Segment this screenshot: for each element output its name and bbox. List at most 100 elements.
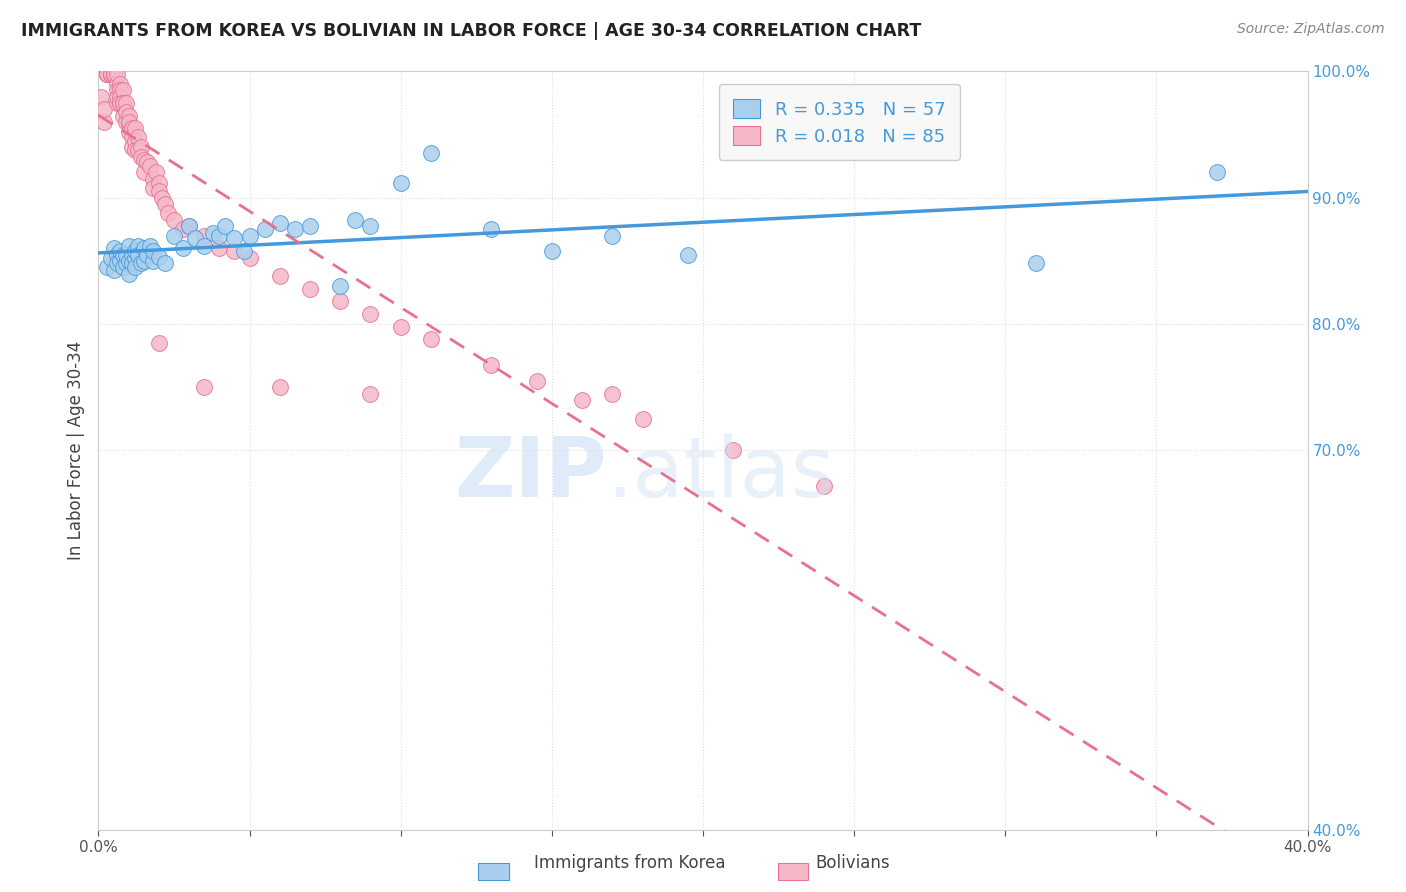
Point [129,256,152,270]
Point [193,239,215,253]
Point [329,279,352,293]
Point [214,219,236,233]
Text: Bolivians: Bolivians [815,855,890,872]
Point [111,95,134,110]
Point [208,228,231,243]
Point [127,130,149,145]
Point [202,226,225,240]
Point [96,67,118,81]
Point [105,83,128,97]
Point [118,118,141,132]
Point [111,260,134,275]
Point [163,228,186,243]
Point [105,256,128,270]
Point [90,89,112,103]
Point [193,380,215,394]
Point [121,121,143,136]
Point [103,67,125,81]
Point [108,77,131,91]
Point [114,256,136,270]
Point [239,252,262,266]
Point [93,115,115,129]
Text: Source: ZipAtlas.com: Source: ZipAtlas.com [1237,22,1385,37]
Text: Immigrants from Korea: Immigrants from Korea [534,855,725,872]
Point [108,95,131,110]
Point [360,219,382,233]
Point [100,67,122,81]
Point [420,332,443,346]
Point [96,67,118,81]
Point [631,412,654,426]
Point [1024,256,1046,270]
Text: ZIP: ZIP [454,433,606,514]
Point [142,244,165,258]
Point [208,241,231,255]
Point [108,244,131,258]
Y-axis label: In Labor Force | Age 30-34: In Labor Force | Age 30-34 [66,341,84,560]
Point [103,67,125,81]
Point [105,89,128,103]
Point [389,176,412,190]
Point [329,294,352,309]
Point [108,83,131,97]
Point [121,256,143,270]
Point [103,67,125,81]
Point [118,125,141,139]
Point [540,244,562,258]
Point [105,95,128,110]
Point [108,89,131,103]
Text: IMMIGRANTS FROM KOREA VS BOLIVIAN IN LABOR FORCE | AGE 30-34 CORRELATION CHART: IMMIGRANTS FROM KOREA VS BOLIVIAN IN LAB… [21,22,921,40]
Point [239,228,262,243]
Point [142,180,165,194]
Point [269,380,291,394]
Point [111,83,134,97]
Point [269,216,291,230]
Point [135,155,157,169]
Point [118,254,141,268]
Point [127,239,149,253]
Point [100,67,122,81]
Point [602,228,624,243]
Point [114,115,136,129]
Point [148,185,170,199]
Point [100,67,122,81]
Point [526,374,548,388]
Point [111,109,134,123]
Point [108,95,131,110]
Point [172,241,194,255]
Point [118,267,141,281]
Point [96,67,118,81]
Point [132,165,155,179]
Point [127,247,149,261]
Point [124,244,146,258]
Point [103,262,125,277]
Point [139,159,162,173]
Point [100,67,122,81]
Point [389,319,412,334]
Point [135,247,157,261]
Point [127,143,149,157]
Point [153,197,176,211]
Point [148,336,170,351]
Point [105,247,128,261]
Point [224,244,246,258]
Point [124,121,146,136]
Point [179,219,201,233]
Point [121,247,143,261]
Point [100,252,122,266]
Point [142,254,165,268]
Point [100,67,122,81]
Point [253,222,276,236]
Point [132,241,155,255]
Point [114,104,136,119]
Point [96,260,118,275]
Point [129,140,152,154]
Point [96,67,118,81]
Point [103,67,125,81]
Point [481,222,503,236]
Point [111,247,134,261]
Point [132,153,155,167]
Point [156,206,179,220]
Point [108,254,131,268]
Point [184,231,207,245]
